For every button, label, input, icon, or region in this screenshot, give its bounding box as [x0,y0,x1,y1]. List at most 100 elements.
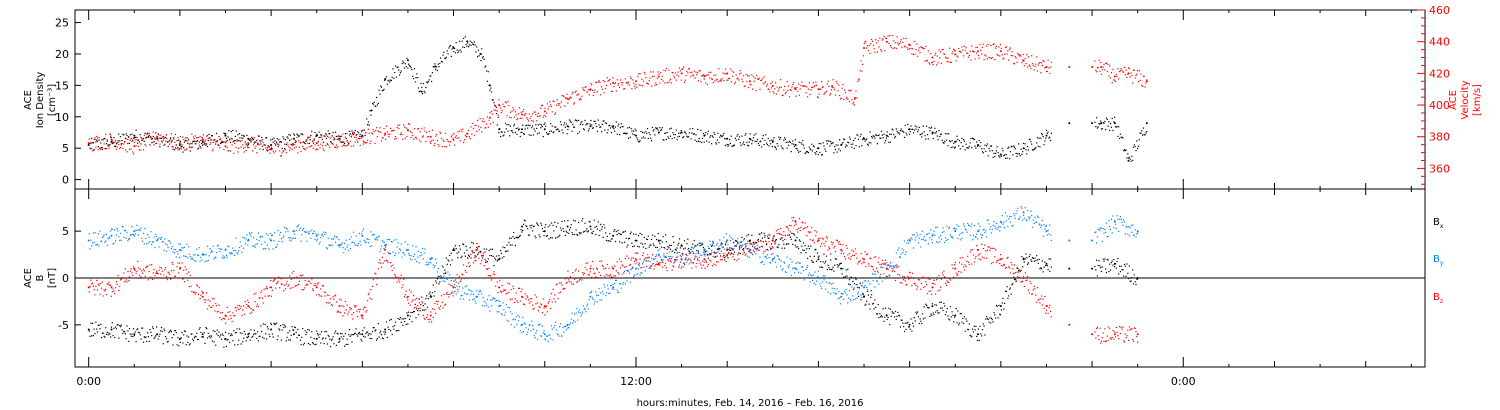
trace-dot [685,75,687,77]
trace-dot [834,258,837,260]
trace-dot [991,150,993,152]
trace-dot [532,120,534,122]
trace-dot [413,138,415,140]
trace-dot [415,317,417,319]
trace-dot [809,255,811,257]
trace-dot [959,50,961,53]
trace-dot [701,137,704,139]
trace-dot [568,97,571,99]
trace-dot [447,271,449,273]
trace-dot [705,131,707,134]
trace-dot [435,68,437,70]
trace-dot [506,244,508,246]
trace-dot [335,344,337,346]
trace-dot [970,335,972,337]
trace-dot [155,132,157,134]
trace-dot [455,42,457,44]
trace-dot [364,142,366,144]
trace-dot [136,329,138,331]
trace-dot [637,268,640,270]
trace-dot [976,335,978,338]
trace-dot [471,290,473,292]
trace-dot [293,133,295,135]
trace-dot [531,127,533,129]
trace-dot [1047,269,1049,271]
trace-dot [965,318,967,320]
trace-dot [857,138,860,140]
trace-dot [870,290,872,292]
trace-dot [380,334,383,336]
trace-dot [641,233,643,236]
trace-dot [389,239,391,241]
trace-dot [953,321,955,323]
trace-dot [448,47,450,49]
trace-dot [1142,127,1144,129]
trace-dot [808,247,810,250]
trace-dot [369,143,371,145]
trace-dot [1115,73,1117,76]
trace-dot [792,84,794,86]
trace-dot [504,106,506,108]
trace-dot [481,257,484,259]
trace-dot [907,123,909,126]
trace-dot [825,281,828,283]
trace-dot [853,299,855,301]
trace-dot [378,336,380,338]
trace-dot [298,224,300,226]
trace-dot [623,132,626,134]
trace-dot [454,249,456,251]
trace-dot [236,140,238,142]
trace-dot [500,135,502,138]
trace-dot [398,127,400,130]
trace-dot [919,233,921,236]
trace-dot [93,138,95,140]
trace-dot [221,333,223,335]
trace-dot [253,136,255,139]
trace-dot [1145,82,1147,84]
trace-dot [330,339,333,341]
trace-dot [731,247,733,250]
trace-dot [756,78,759,80]
trace-dot [1100,120,1102,122]
trace-dot [229,138,231,140]
trace-dot [463,37,465,39]
trace-dot [92,142,94,144]
trace-dot [939,135,941,138]
trace-dot [921,47,923,49]
trace-dot [1000,309,1002,311]
data-point [1113,122,1116,125]
trace-dot [553,327,555,329]
trace-dot [516,133,518,135]
trace-dot [440,137,443,139]
trace-dot [98,137,100,139]
trace-dot [285,227,287,229]
trace-dot [1132,146,1135,148]
trace-dot [754,140,756,142]
trace-dot [202,336,204,338]
trace-dot [801,266,803,268]
trace-dot [762,135,764,137]
trace-dot [117,142,119,144]
trace-dot [119,239,121,241]
trace-dot [321,331,323,333]
trace-dot [436,140,438,142]
trace-dot [744,247,746,249]
trace-dot [143,134,145,136]
trace-dot [126,151,128,153]
trace-dot [907,48,909,50]
trace-dot [856,97,858,99]
trace-dot [720,242,722,244]
trace-dot [763,144,765,146]
trace-dot [929,237,931,239]
trace-dot [309,344,311,346]
trace-dot [358,243,360,245]
trace-dot [480,126,482,129]
trace-dot [187,257,189,259]
trace-dot [973,325,975,327]
trace-dot [747,233,750,236]
trace-dot [391,130,393,132]
trace-dot [793,143,795,145]
trace-dot [417,250,420,252]
trace-dot [330,346,332,348]
trace-dot [802,85,805,87]
